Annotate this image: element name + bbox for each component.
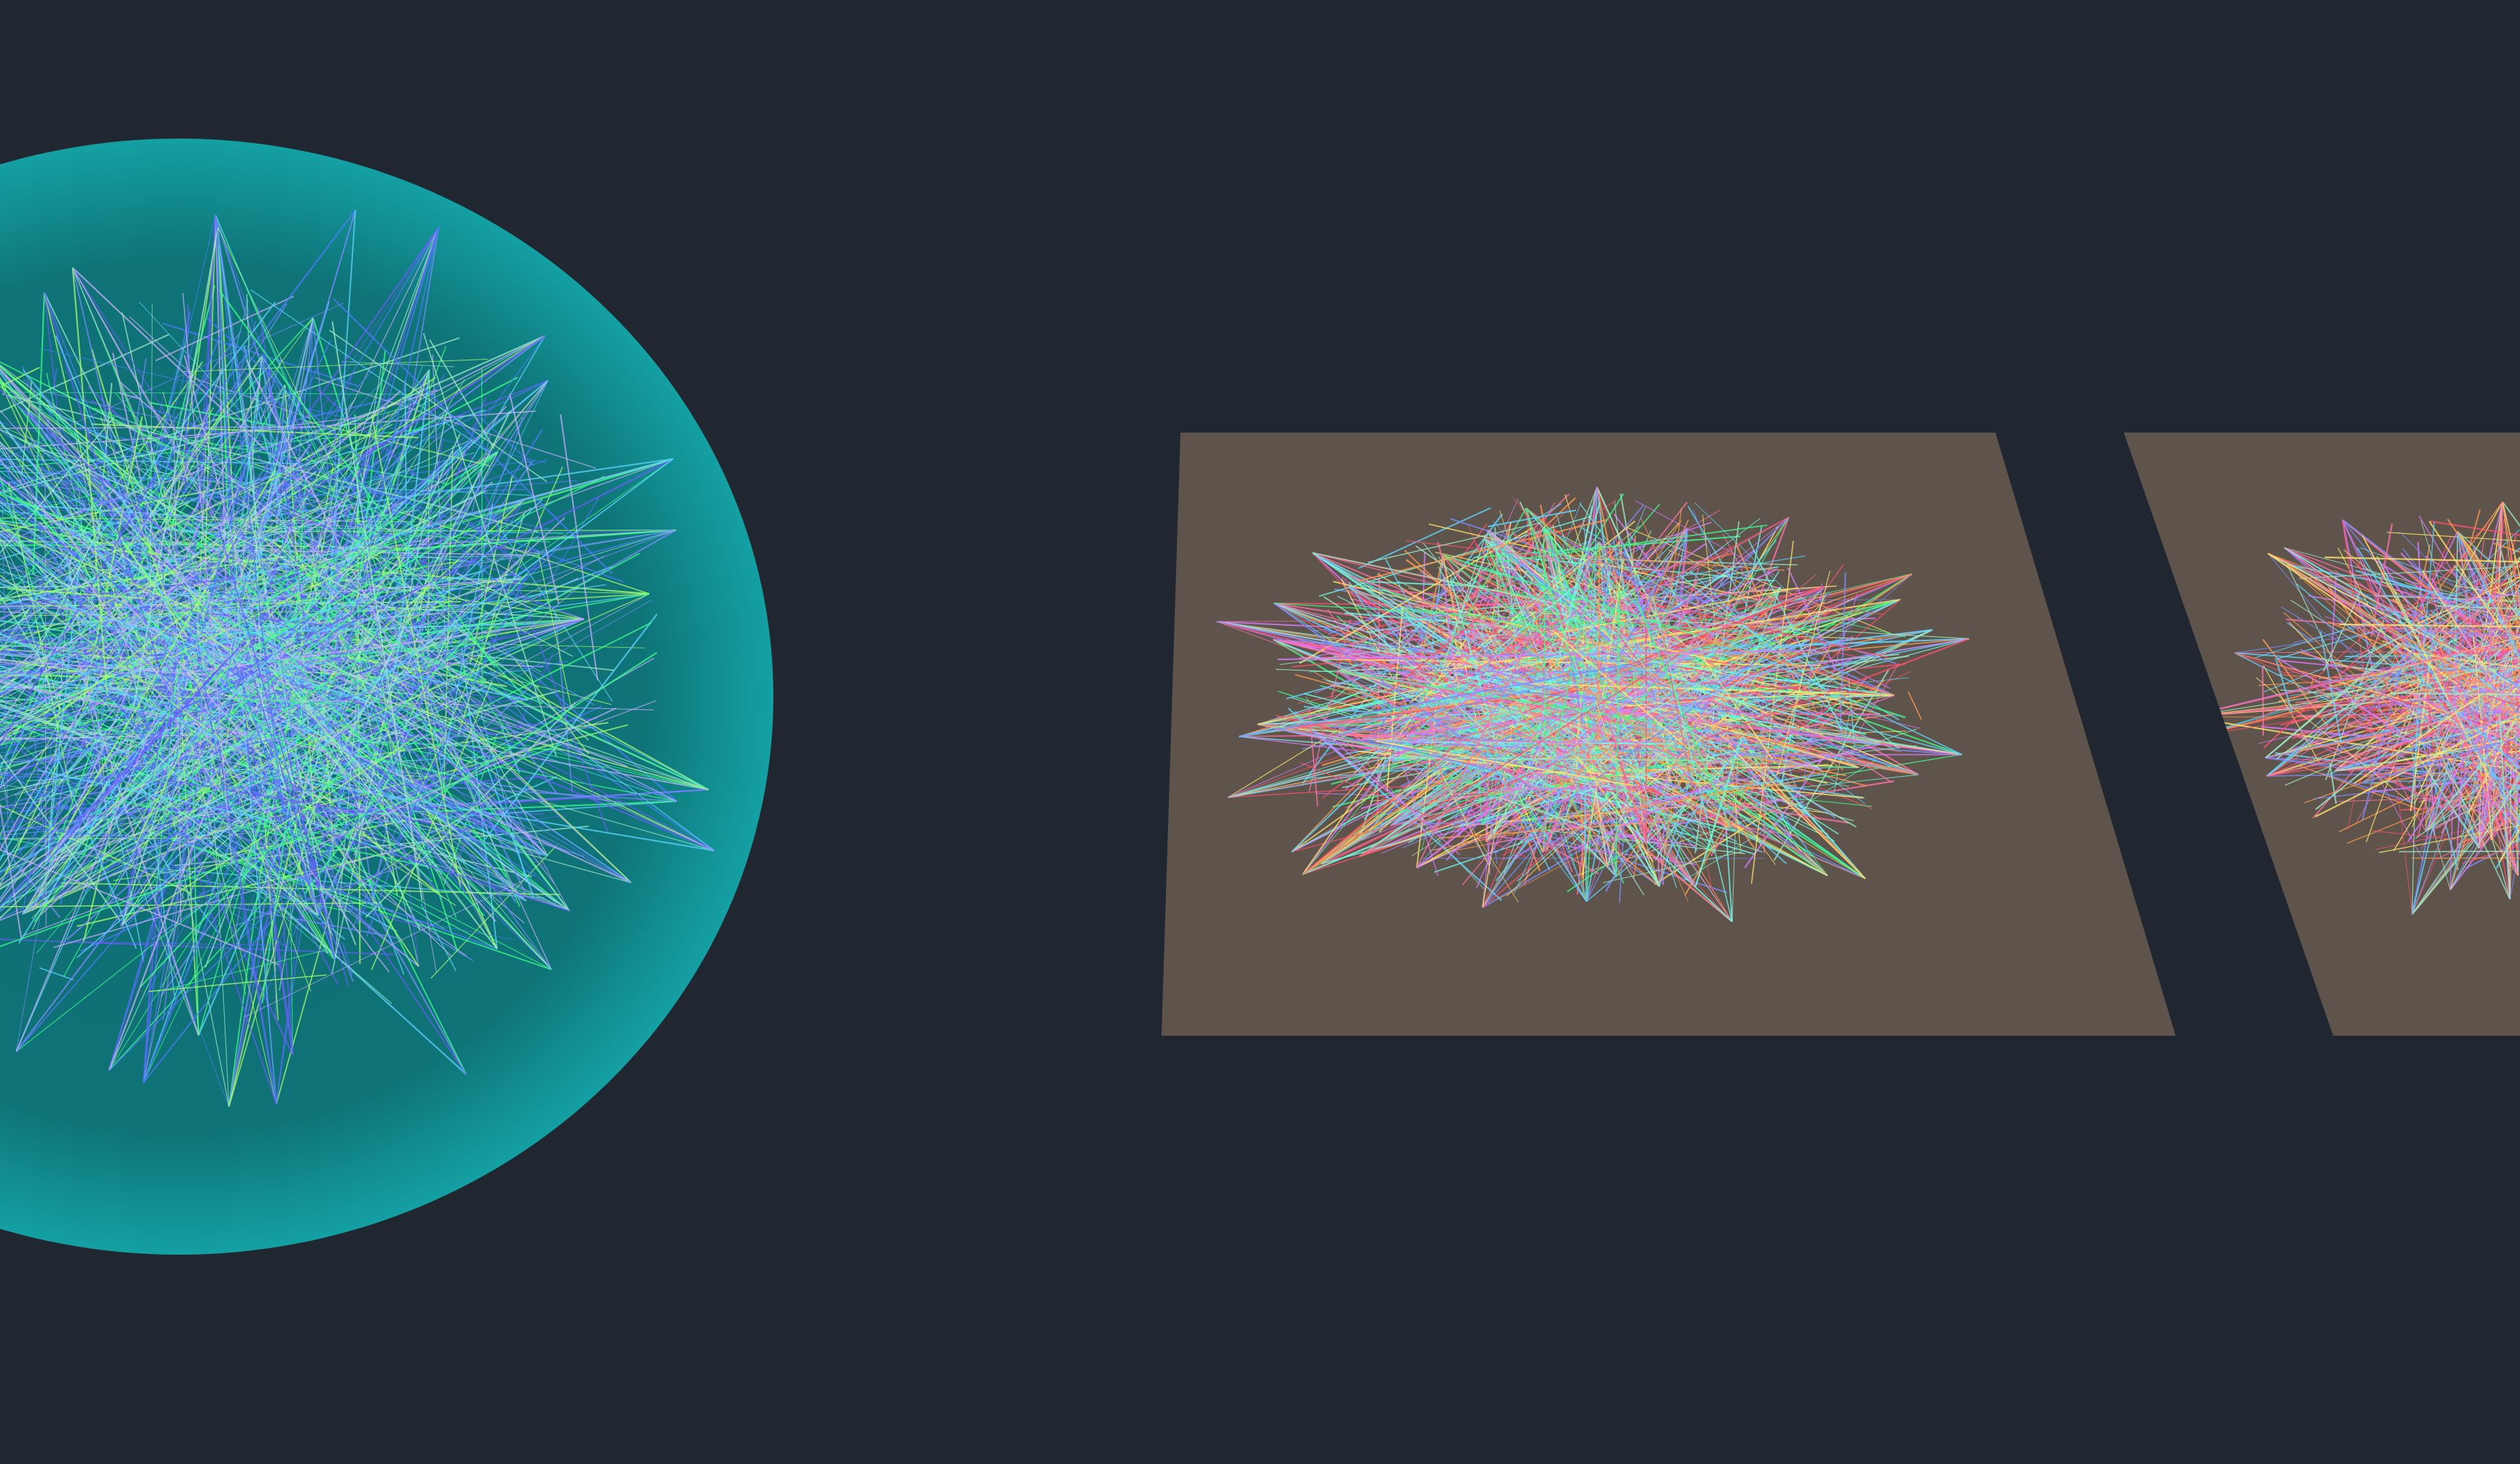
network-plane-right[interactable] [2124, 433, 2520, 1036]
network-sphere[interactable] [0, 139, 773, 1255]
plane-right-edges [2186, 501, 2520, 915]
network-plane-left[interactable] [1162, 433, 2176, 1036]
plane-left-edges [1216, 487, 1970, 923]
sphere-edges [0, 209, 715, 1107]
